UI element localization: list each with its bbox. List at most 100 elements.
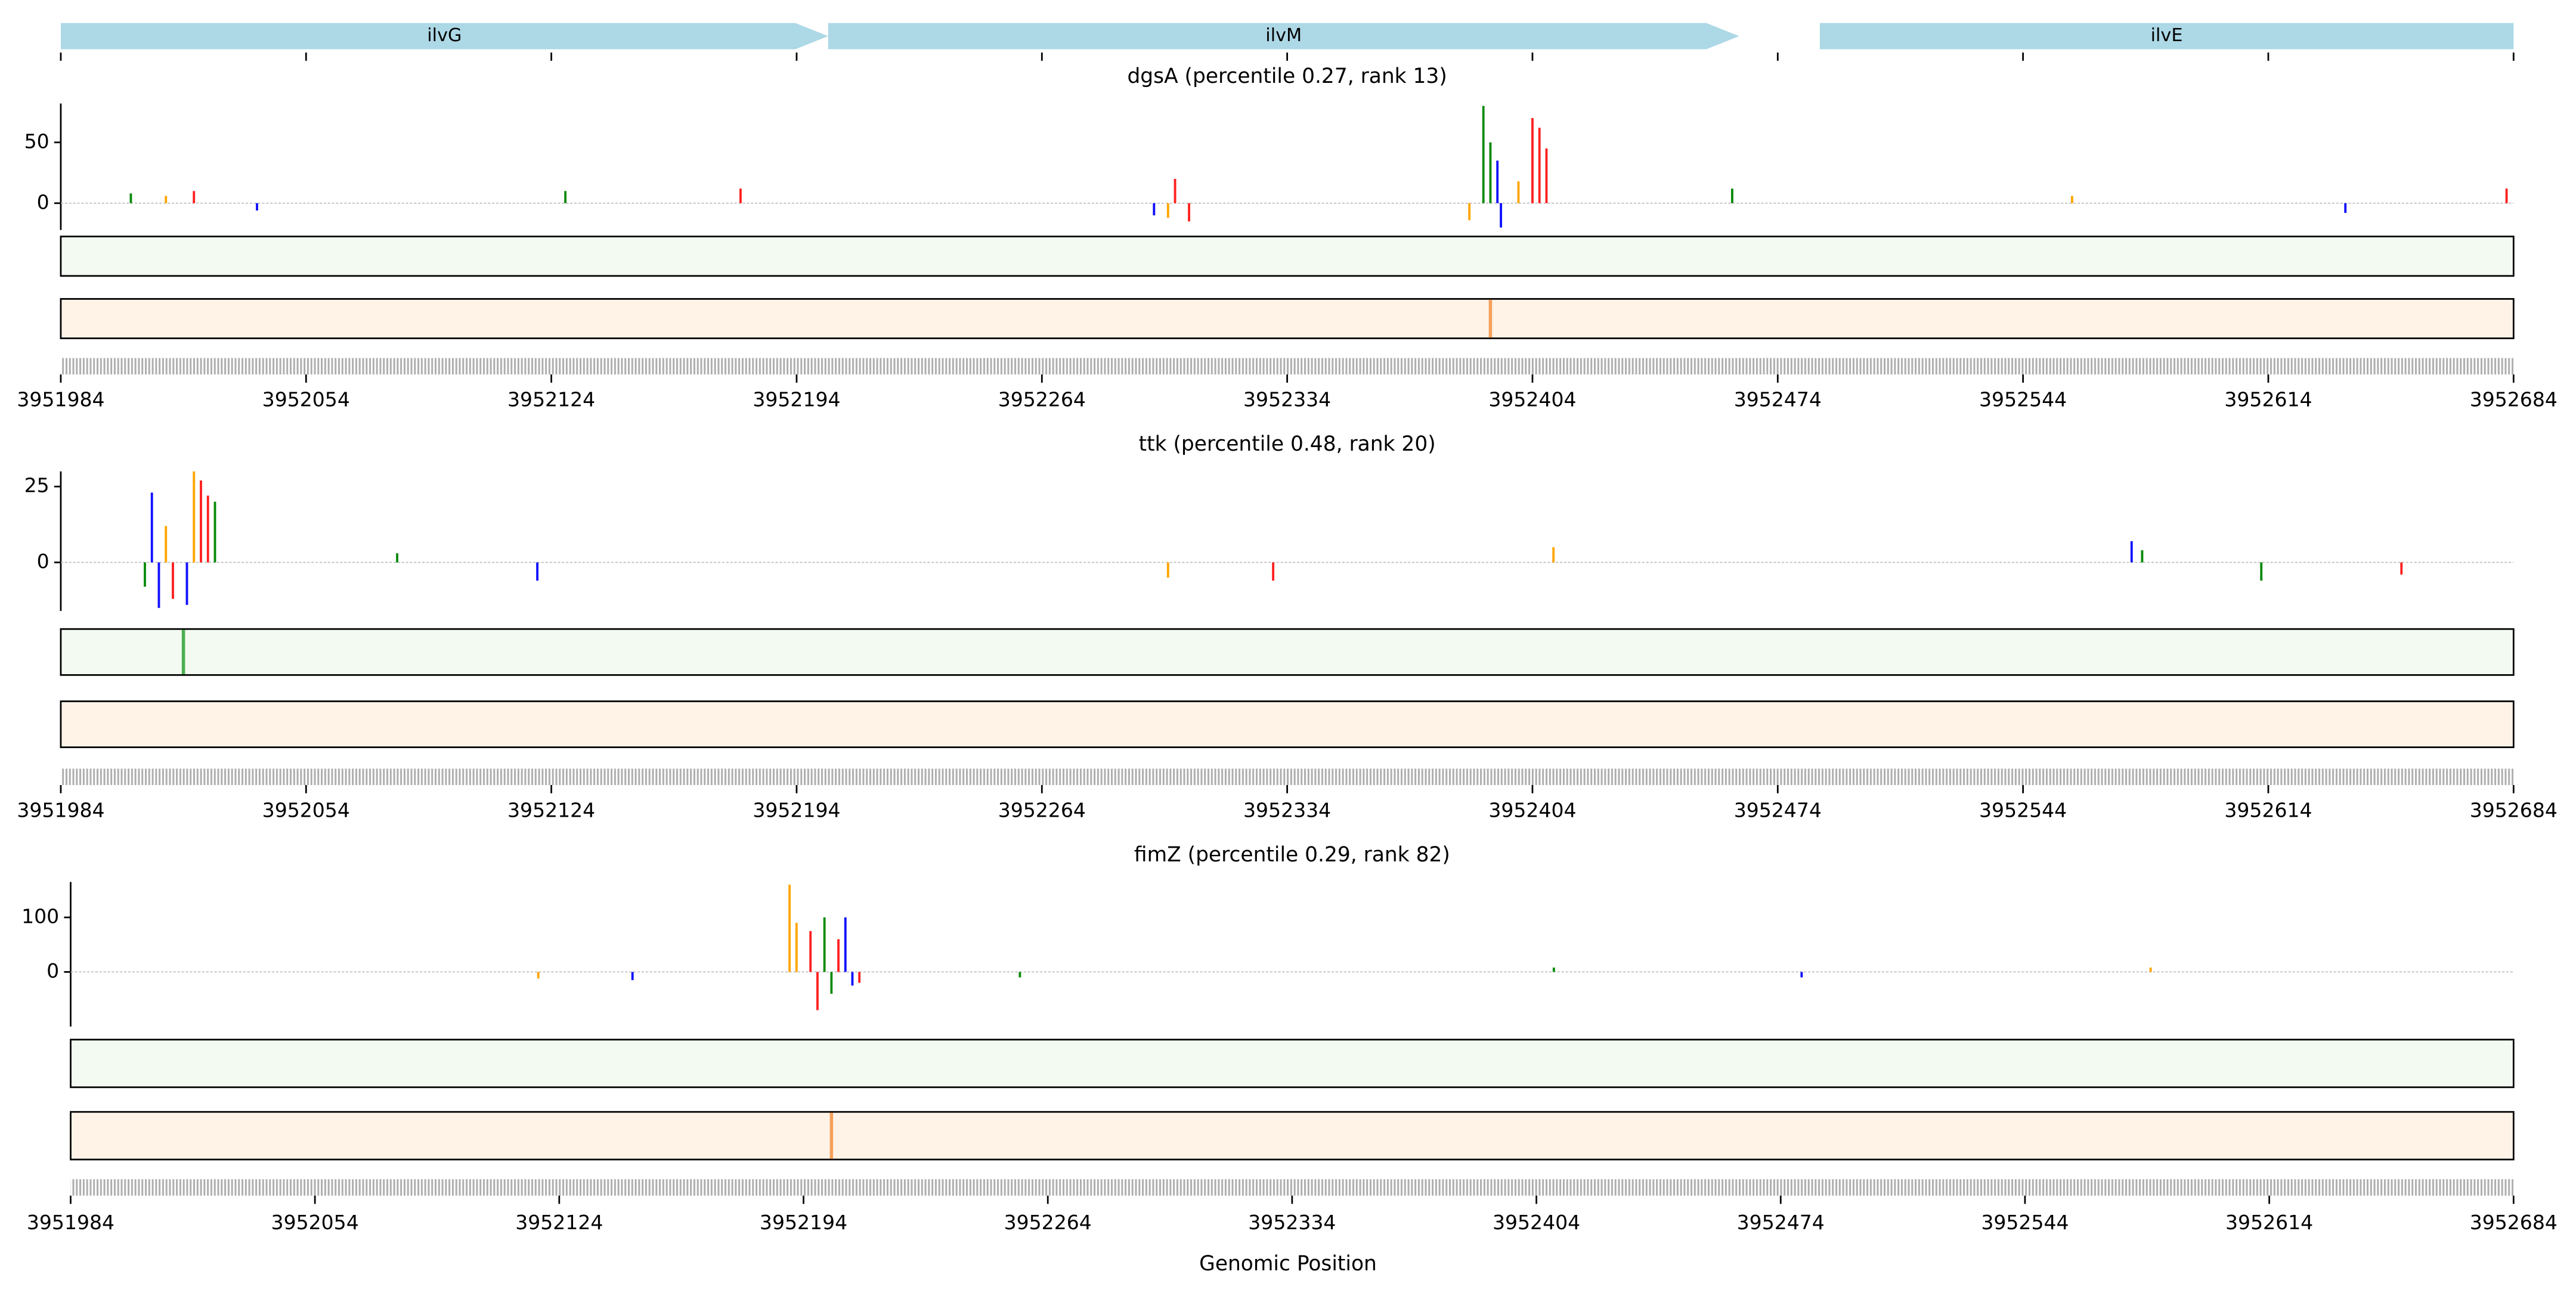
gene-label: ilvE (2151, 25, 2183, 46)
panel-title: dgsA (percentile 0.27, rank 13) (1127, 64, 1447, 88)
logo-bar (2344, 203, 2347, 213)
x-tick-label: 3952194 (753, 799, 840, 822)
x-tick-label: 3952194 (760, 1211, 847, 1234)
heat-track (60, 628, 2515, 676)
logo-bar (2400, 562, 2403, 575)
x-tick-label: 3952684 (2470, 1211, 2558, 1234)
logo-bar (185, 562, 188, 605)
y-tick-label: 0 (47, 959, 59, 982)
track-peak (829, 1112, 834, 1159)
logo-bar (537, 972, 540, 979)
x-tick-label: 3952614 (2224, 799, 2312, 822)
logo-bar (2149, 968, 2152, 972)
logo-bar (1538, 128, 1541, 203)
x-tick-label: 3952544 (1979, 799, 2067, 822)
heat-track (60, 235, 2515, 277)
logo-bar (165, 196, 168, 203)
track-peak (1488, 299, 1493, 338)
panel-title: fimZ (percentile 0.29, rank 82) (1134, 843, 1450, 867)
logo-bar (631, 972, 634, 981)
x-tick-label: 3952334 (1243, 388, 1331, 411)
heat-track (60, 700, 2515, 748)
gene-arrow (828, 23, 1739, 49)
logo-bar (165, 526, 168, 563)
logo-bar (172, 562, 174, 599)
logo-bar (1153, 203, 1156, 216)
logo-bar (129, 193, 132, 203)
logo-bar (206, 495, 209, 563)
logo-bar (1018, 972, 1021, 978)
logo-bar (1517, 181, 1520, 203)
x-tick-label: 3952684 (2470, 388, 2558, 411)
y-tick-label: 50 (24, 129, 49, 153)
logo-bar (396, 553, 398, 563)
logo-bar (193, 191, 196, 203)
gene-arrow (60, 23, 828, 49)
x-tick-label: 3952334 (1248, 1211, 1336, 1234)
logo-bar (256, 203, 258, 211)
logo-bar (2260, 562, 2263, 581)
gene-track (60, 23, 2514, 49)
logo-bar (564, 191, 567, 203)
logo-bar (2130, 541, 2133, 563)
x-tick-label: 3952334 (1243, 799, 1331, 822)
x-tick-label: 3952404 (1493, 1211, 1580, 1234)
logo-bar (2070, 196, 2073, 203)
logo-bar (213, 501, 216, 563)
x-tick-label: 3952684 (2470, 799, 2558, 822)
logo-bar (1272, 562, 1275, 581)
logo-bar (1468, 203, 1471, 221)
logo-bar (2505, 188, 2508, 203)
x-tick-label: 3952614 (2224, 388, 2312, 411)
x-tick-label: 3952054 (271, 1211, 359, 1234)
gene-label: ilvM (1265, 25, 1302, 46)
logo-bar (1166, 562, 1169, 578)
logo-bar (830, 972, 833, 994)
x-tick-label: 3952124 (515, 1211, 603, 1234)
logo-bar (200, 480, 202, 563)
x-tick-label: 3952404 (1488, 799, 1576, 822)
sequence-strip (60, 358, 2514, 375)
logo-bar (1188, 203, 1191, 222)
x-tick-label: 3952264 (1004, 1211, 1092, 1234)
logo-bar (844, 917, 847, 972)
logo-bar (2141, 550, 2144, 563)
logo-bar (1730, 188, 1733, 203)
x-tick-label: 3952474 (1734, 388, 1822, 411)
logo-bar (144, 562, 146, 587)
sequence-strip (70, 1179, 2514, 1196)
logo-bar (1552, 547, 1555, 563)
x-tick-label: 3952124 (507, 799, 595, 822)
logo-bar (1496, 160, 1499, 203)
x-tick-label: 3952264 (998, 388, 1086, 411)
heat-track (60, 298, 2515, 339)
y-tick-label: 100 (21, 904, 59, 928)
heat-track (70, 1111, 2515, 1161)
logo-bar (150, 492, 153, 563)
heat-track (70, 1038, 2515, 1089)
x-tick-label: 3951984 (27, 1211, 114, 1234)
logo-bar (1552, 968, 1555, 972)
logo-bar (1800, 972, 1803, 978)
logo-bar (1482, 106, 1485, 203)
logo-bar (809, 931, 812, 972)
logo-bar (816, 972, 819, 1010)
logo-bar (788, 885, 791, 972)
y-tick-label: 0 (37, 190, 49, 213)
x-tick-label: 3952544 (1979, 388, 2067, 411)
logo-bar (823, 917, 826, 972)
x-tick-label: 3952264 (998, 799, 1086, 822)
x-tick-label: 3952124 (507, 388, 595, 411)
logo-bar (157, 562, 160, 608)
logo-bar (795, 923, 798, 972)
x-axis-label: Genomic Position (1199, 1252, 1377, 1276)
x-tick-label: 3952194 (753, 388, 840, 411)
x-tick-label: 3952544 (1981, 1211, 2069, 1234)
x-tick-label: 3952474 (1734, 799, 1822, 822)
logo-bar (858, 972, 861, 983)
panel-title: ttk (percentile 0.48, rank 20) (1139, 432, 1436, 456)
logo-bar (739, 188, 742, 203)
x-tick-label: 3952054 (262, 388, 350, 411)
x-tick-label: 3951984 (17, 388, 104, 411)
